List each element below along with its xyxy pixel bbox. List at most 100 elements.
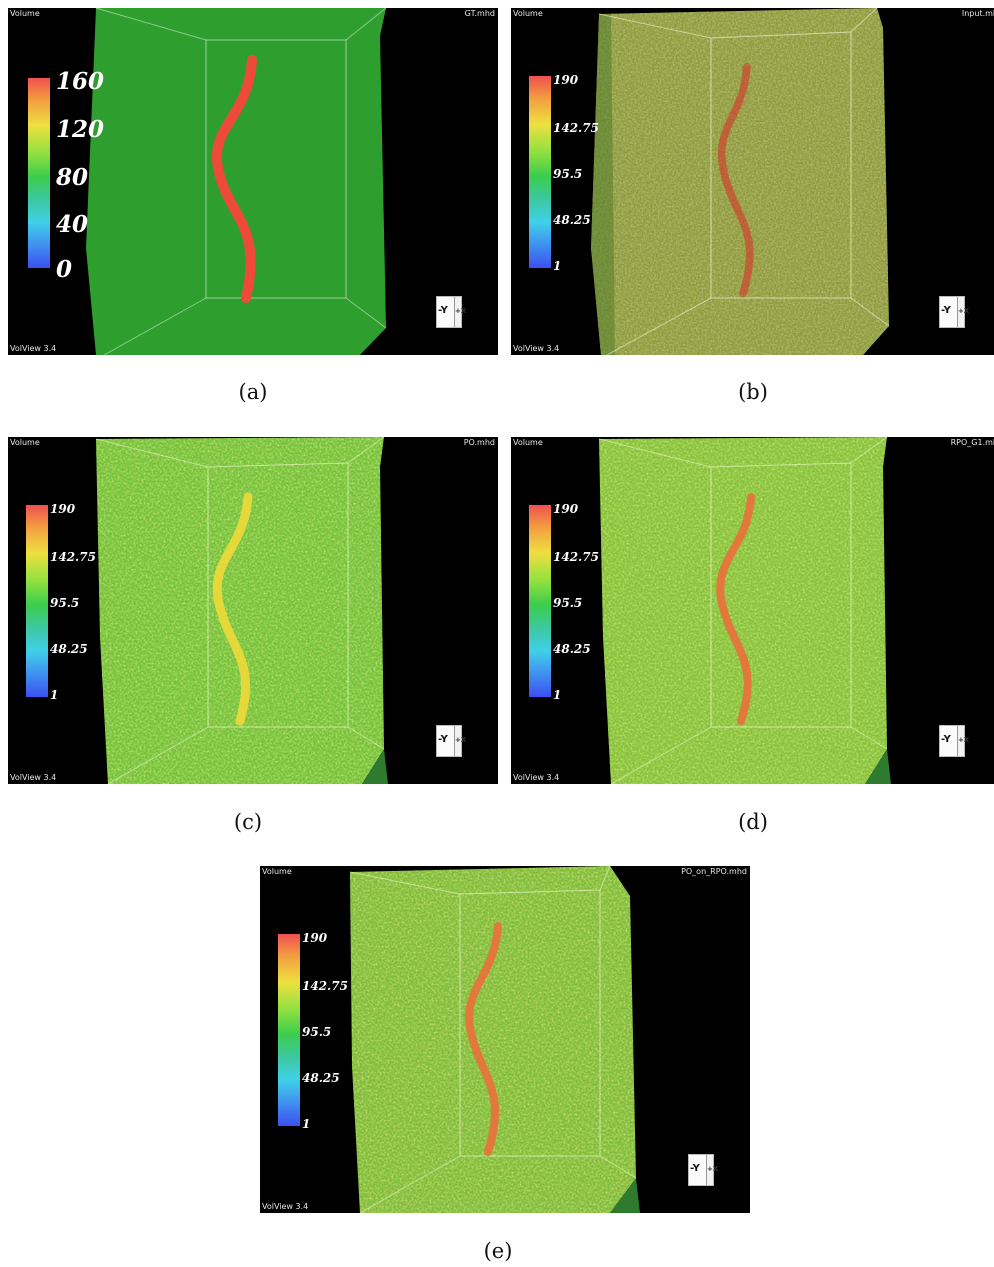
colorbar-tick: 48.25	[553, 642, 591, 656]
box-edge	[345, 297, 387, 329]
colorbar	[529, 76, 551, 268]
box-edge	[850, 437, 888, 464]
box-edge	[599, 866, 611, 891]
colorbar-tick: 190	[50, 502, 76, 516]
view-label: Volume	[10, 9, 40, 18]
axis-label: -Y	[438, 734, 448, 745]
colorbar	[26, 505, 48, 697]
colorbar-tick: 190	[553, 502, 579, 516]
colorbar-tick: 190	[553, 73, 579, 87]
box-edge	[599, 1155, 637, 1179]
render-panel-rpo[interactable]: Volume RPO_G1.mh VolView 3.4 190 142.75 …	[511, 437, 994, 784]
volume-render	[349, 866, 640, 1213]
volume-render	[86, 8, 387, 355]
app-version: VolView 3.4	[262, 1202, 309, 1211]
view-label: Volume	[262, 867, 292, 876]
render-panel-po[interactable]: Volume PO.mhd VolView 3.4 190 142.75 95.…	[8, 437, 498, 784]
view-label: Volume	[513, 9, 543, 18]
vessel	[211, 55, 257, 303]
caption: (a)	[238, 380, 268, 404]
colorbar-tick: 48.25	[302, 1071, 340, 1085]
colorbar-tick: 95.5	[50, 596, 80, 610]
axis-label: -Y	[690, 1163, 700, 1174]
box-edge	[349, 871, 461, 895]
box-edge	[598, 13, 712, 39]
colorbar-tick: 142.75	[302, 979, 348, 993]
colorbar	[28, 78, 50, 268]
volume-render	[591, 8, 890, 355]
file-name: PO_on_RPO.mhd	[681, 867, 747, 876]
box-edge	[347, 437, 385, 464]
app-version: VolView 3.4	[513, 773, 560, 782]
render-panel-po-on-rpo[interactable]: Volume PO_on_RPO.mhd VolView 3.4 190 142…	[260, 866, 750, 1213]
file-name: PO.mhd	[463, 438, 495, 447]
render-panel-gt[interactable]: Volume GT.mhd VolView 3.4 160 120 80 40 …	[8, 8, 498, 355]
colorbar-tick: 95.5	[553, 596, 583, 610]
axis-label: +X	[707, 1165, 719, 1173]
box-edge	[95, 8, 207, 41]
axis-label: -Y	[438, 305, 448, 316]
caption: (b)	[738, 380, 768, 404]
colorbar	[529, 505, 551, 697]
colorbar-tick: 0	[56, 256, 73, 283]
colorbar-tick: 1	[553, 688, 562, 702]
file-name: GT.mhd	[464, 9, 495, 18]
axis-label: +X	[958, 736, 970, 744]
orientation-cube[interactable]: -Y +X	[436, 296, 466, 328]
caption: (c)	[233, 810, 263, 834]
app-version: VolView 3.4	[10, 344, 57, 353]
axis-label: +X	[455, 736, 467, 744]
caption: (d)	[738, 810, 768, 834]
box-edge	[610, 726, 712, 784]
box-edge	[107, 726, 209, 784]
caption: (e)	[483, 1239, 513, 1263]
colorbar-tick: 80	[56, 164, 89, 191]
axis-label: +X	[455, 307, 467, 315]
box-edge	[850, 726, 888, 750]
file-name: Input.mh	[961, 9, 994, 18]
file-name: RPO_G1.mh	[950, 438, 994, 447]
colorbar-tick: 142.75	[553, 550, 599, 564]
render-panel-input[interactable]: Volume Input.mh VolView 3.4 190 142.75 9…	[511, 8, 994, 355]
axis-label: -Y	[941, 734, 951, 745]
colorbar-tick: 40	[56, 211, 89, 238]
colorbar	[278, 934, 300, 1126]
vessel	[465, 922, 502, 1156]
colorbar-tick: 190	[302, 931, 328, 945]
volume-box	[86, 8, 386, 355]
axis-label: +X	[958, 307, 970, 315]
colorbar-tick: 1	[302, 1117, 311, 1131]
vessel	[716, 493, 755, 725]
vessel	[212, 492, 253, 726]
box-edge	[103, 297, 207, 355]
box-edge	[345, 8, 387, 41]
colorbar-tick: 120	[56, 116, 105, 143]
colorbar-tick: 95.5	[553, 167, 583, 181]
orientation-cube[interactable]: -Y +X	[436, 725, 466, 757]
volume-render	[598, 437, 891, 784]
view-label: Volume	[513, 438, 543, 447]
app-version: VolView 3.4	[10, 773, 57, 782]
app-version: VolView 3.4	[513, 344, 560, 353]
colorbar-tick: 142.75	[50, 550, 96, 564]
box-edge	[347, 726, 385, 750]
orientation-cube[interactable]: -Y +X	[688, 1154, 718, 1186]
colorbar-tick: 48.25	[553, 213, 591, 227]
colorbar-tick: 1	[50, 688, 59, 702]
box-edge	[850, 297, 890, 327]
box-edge	[850, 8, 878, 33]
orientation-cube[interactable]: -Y +X	[939, 725, 969, 757]
axis-label: -Y	[941, 305, 951, 316]
colorbar-tick: 48.25	[50, 642, 88, 656]
box-edge	[606, 297, 712, 355]
view-label: Volume	[10, 438, 40, 447]
colorbar-tick: 95.5	[302, 1025, 332, 1039]
volume-render	[95, 437, 388, 784]
box-edge	[598, 438, 712, 468]
box-edge	[95, 438, 209, 468]
colorbar-tick: 1	[553, 259, 562, 273]
orientation-cube[interactable]: -Y +X	[939, 296, 969, 328]
box-edge	[359, 1155, 461, 1213]
colorbar-tick: 142.75	[553, 121, 599, 135]
colorbar-tick: 160	[56, 68, 105, 95]
